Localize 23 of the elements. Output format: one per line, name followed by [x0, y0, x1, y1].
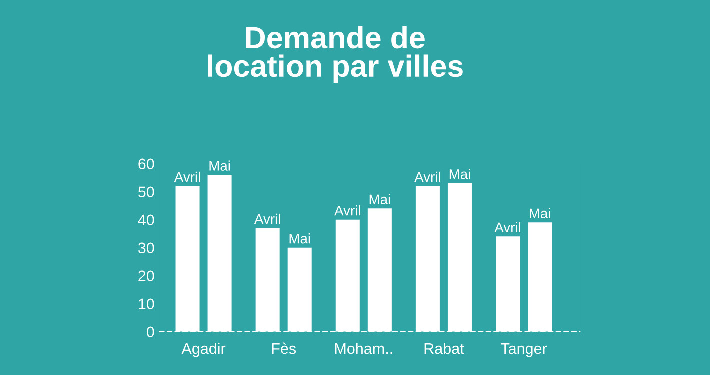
series-label: Avril	[414, 172, 440, 182]
y-tick-label: 10	[139, 298, 154, 310]
x-tick-label: Moham..	[335, 342, 392, 354]
x-tick-label: Fès	[272, 342, 296, 354]
text: Mai	[290, 234, 310, 244]
text: Mai	[530, 208, 550, 219]
y-tick-label: 50	[138, 186, 154, 198]
text: Avril	[494, 222, 520, 232]
text: Avril	[174, 172, 200, 182]
y-tick-label: 60	[138, 158, 154, 170]
text: Mai	[370, 194, 390, 205]
x-tick-label: Agadir	[182, 342, 226, 358]
x-tick-label: Rabat	[424, 342, 464, 354]
y-tick-label: 30	[138, 242, 154, 254]
x-tick-label: Tanger	[501, 344, 548, 358]
y-tick-label: 40	[138, 214, 154, 226]
y-tick-label: 20	[138, 270, 154, 282]
text: Avril	[334, 206, 360, 216]
chart-title: Demande de location par villes	[208, 26, 463, 84]
y-tick-label: 0	[146, 326, 154, 338]
series-label: Mai	[210, 160, 230, 171]
text: Mai	[450, 169, 470, 180]
text: Avril	[254, 214, 280, 224]
